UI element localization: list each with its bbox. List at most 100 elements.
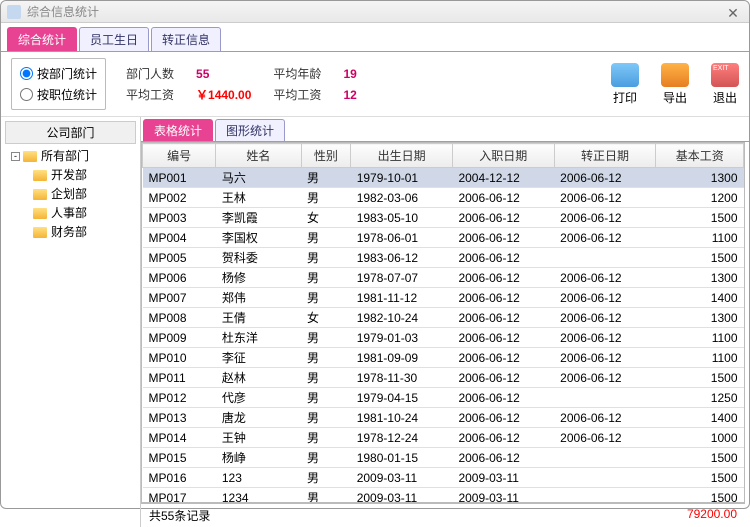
table-cell: MP010 <box>143 348 216 368</box>
table-cell: 1500 <box>656 468 744 488</box>
table-row[interactable]: MP014王钟男1978-12-242006-06-122006-06-1210… <box>143 428 744 448</box>
radio-by-pos[interactable]: 按职位统计 <box>20 84 97 105</box>
table-cell <box>554 388 656 408</box>
radio-by-pos-input[interactable] <box>20 88 33 101</box>
table-cell: 男 <box>301 268 351 288</box>
top-tab[interactable]: 综合统计 <box>7 27 77 51</box>
top-tabs: 综合统计员工生日转正信息 <box>1 23 749 52</box>
col-header[interactable]: 性别 <box>301 144 351 168</box>
grid-wrap[interactable]: 编号姓名性别出生日期入职日期转正日期基本工资 MP001马六男1979-10-0… <box>141 142 745 503</box>
table-cell: MP007 <box>143 288 216 308</box>
table-cell: MP015 <box>143 448 216 468</box>
table-cell: 2006-06-12 <box>452 328 554 348</box>
table-cell: 2004-12-12 <box>452 168 554 188</box>
table-cell: 2006-06-12 <box>452 188 554 208</box>
table-cell: 1983-06-12 <box>351 248 453 268</box>
table-cell: MP016 <box>143 468 216 488</box>
tree-root[interactable]: -所有部门 <box>5 146 140 165</box>
top-tab[interactable]: 员工生日 <box>79 27 149 51</box>
table-cell: 1000 <box>656 428 744 448</box>
col-header[interactable]: 编号 <box>143 144 216 168</box>
table-cell: 1500 <box>656 448 744 468</box>
table-cell: 男 <box>301 168 351 188</box>
table-cell: 2009-03-11 <box>351 468 453 488</box>
table-cell: 2006-06-12 <box>554 328 656 348</box>
radio-by-dept[interactable]: 按部门统计 <box>20 63 97 84</box>
export-label: 导出 <box>663 89 687 106</box>
table-cell: MP003 <box>143 208 216 228</box>
avg-age-value: 19 <box>343 67 356 81</box>
table-row[interactable]: MP0171234男2009-03-112009-03-111500 <box>143 488 744 504</box>
table-row[interactable]: MP007郑伟男1981-11-122006-06-122006-06-1214… <box>143 288 744 308</box>
table-cell: 2009-03-11 <box>351 488 453 504</box>
table-cell: 1978-11-30 <box>351 368 453 388</box>
table-cell: 1500 <box>656 488 744 504</box>
table-cell: 男 <box>301 328 351 348</box>
table-cell: 1981-10-24 <box>351 408 453 428</box>
table-cell: 1100 <box>656 348 744 368</box>
table-cell: 代彦 <box>216 388 301 408</box>
print-button[interactable]: 打印 <box>611 63 639 106</box>
table-cell: 2006-06-12 <box>452 268 554 288</box>
table-cell: 2006-06-12 <box>452 348 554 368</box>
tree-panel: 公司部门 -所有部门 开发部企划部人事部财务部 <box>1 117 141 527</box>
print-label: 打印 <box>613 89 637 106</box>
table-cell: 杨修 <box>216 268 301 288</box>
table-row[interactable]: MP012代彦男1979-04-152006-06-121250 <box>143 388 744 408</box>
table-cell: 2006-06-12 <box>452 388 554 408</box>
table-row[interactable]: MP006杨修男1978-07-072006-06-122006-06-1213… <box>143 268 744 288</box>
table-row[interactable]: MP005贺科委男1983-06-122006-06-121500 <box>143 248 744 268</box>
table-cell: 男 <box>301 428 351 448</box>
radio-by-dept-input[interactable] <box>20 67 33 80</box>
toolbar: 按部门统计 按职位统计 部门人数 55 平均年龄 19 平均工资 ￥1440.0… <box>1 52 749 117</box>
table-cell: 1978-06-01 <box>351 228 453 248</box>
table-cell: 1100 <box>656 328 744 348</box>
table-row[interactable]: MP002王林男1982-03-062006-06-122006-06-1212… <box>143 188 744 208</box>
tree-child[interactable]: 财务部 <box>5 222 140 241</box>
table-row[interactable]: MP003李凯霞女1983-05-102006-06-122006-06-121… <box>143 208 744 228</box>
tree-child[interactable]: 企划部 <box>5 184 140 203</box>
sub-tabs: 表格统计图形统计 <box>141 117 749 142</box>
body-area: 公司部门 -所有部门 开发部企划部人事部财务部 表格统计图形统计 编号姓名性别出… <box>1 117 749 527</box>
table-cell: 1978-12-24 <box>351 428 453 448</box>
table-cell: MP013 <box>143 408 216 428</box>
table-row[interactable]: MP008王倩女1982-10-242006-06-122006-06-1213… <box>143 308 744 328</box>
table-cell: 2006-06-12 <box>452 288 554 308</box>
tree-child[interactable]: 开发部 <box>5 165 140 184</box>
close-icon[interactable]: ✕ <box>725 5 741 21</box>
table-cell: 1200 <box>656 188 744 208</box>
sub-tab[interactable]: 图形统计 <box>215 119 285 141</box>
col-header[interactable]: 姓名 <box>216 144 301 168</box>
export-button[interactable]: 导出 <box>661 63 689 106</box>
table-cell: MP017 <box>143 488 216 504</box>
table-cell: 1300 <box>656 308 744 328</box>
col-header[interactable]: 入职日期 <box>452 144 554 168</box>
table-cell: 2006-06-12 <box>554 348 656 368</box>
table-row[interactable]: MP016123男2009-03-112009-03-111500 <box>143 468 744 488</box>
tree-child[interactable]: 人事部 <box>5 203 140 222</box>
table-row[interactable]: MP011赵林男1978-11-302006-06-122006-06-1215… <box>143 368 744 388</box>
table-cell: 2006-06-12 <box>452 368 554 388</box>
col-header[interactable]: 出生日期 <box>351 144 453 168</box>
table-row[interactable]: MP010李征男1981-09-092006-06-122006-06-1211… <box>143 348 744 368</box>
exit-icon <box>711 63 739 87</box>
top-tab[interactable]: 转正信息 <box>151 27 221 51</box>
avg-seniority-value: 12 <box>343 88 356 102</box>
table-row[interactable]: MP009杜东洋男1979-01-032006-06-122006-06-121… <box>143 328 744 348</box>
table-cell: 郑伟 <box>216 288 301 308</box>
table-row[interactable]: MP015杨峥男1980-01-152006-06-121500 <box>143 448 744 468</box>
table-cell: 男 <box>301 348 351 368</box>
col-header[interactable]: 转正日期 <box>554 144 656 168</box>
table-row[interactable]: MP001马六男1979-10-012004-12-122006-06-1213… <box>143 168 744 188</box>
table-row[interactable]: MP004李国权男1978-06-012006-06-122006-06-121… <box>143 228 744 248</box>
table-row[interactable]: MP013唐龙男1981-10-242006-06-122006-06-1214… <box>143 408 744 428</box>
collapse-icon[interactable]: - <box>11 152 20 161</box>
table-cell: 1982-10-24 <box>351 308 453 328</box>
table-cell: 2006-06-12 <box>554 228 656 248</box>
table-cell: 2006-06-12 <box>554 268 656 288</box>
table-cell <box>554 248 656 268</box>
col-header[interactable]: 基本工资 <box>656 144 744 168</box>
sub-tab[interactable]: 表格统计 <box>143 119 213 141</box>
exit-button[interactable]: 退出 <box>711 63 739 106</box>
table-cell: 男 <box>301 388 351 408</box>
